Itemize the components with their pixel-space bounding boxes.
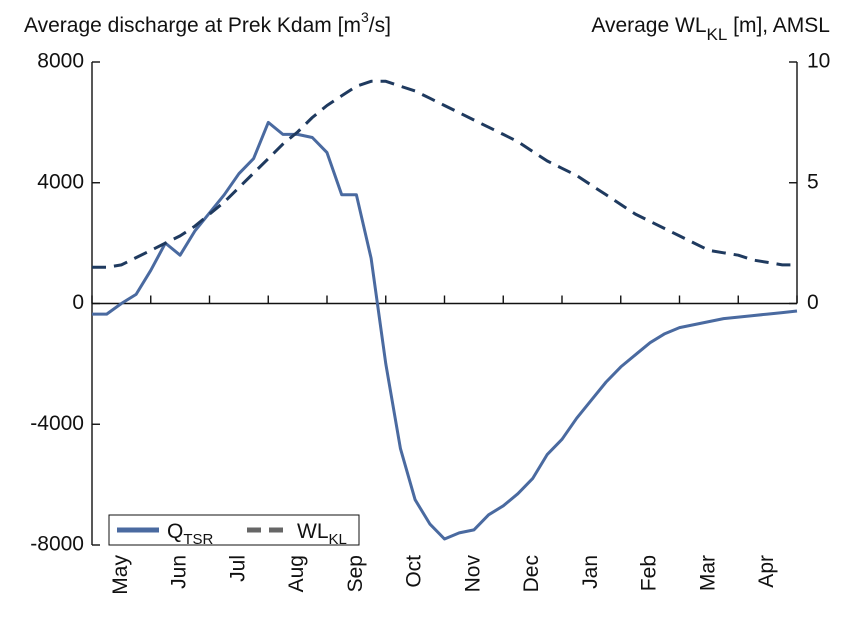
x-tick-label: Nov xyxy=(461,555,484,593)
x-tick-label: Jun xyxy=(168,555,191,589)
x-tick-label: Oct xyxy=(403,555,426,588)
legend-label: WLKL xyxy=(297,520,347,549)
y-tick-label: -8000 xyxy=(30,533,84,556)
legend-label: QTSR xyxy=(167,520,214,549)
legend-subscript: KL xyxy=(329,531,347,548)
x-tick-label: Aug xyxy=(285,555,308,592)
y-tick-label: 4000 xyxy=(37,170,84,193)
x-tick-label: Dec xyxy=(520,555,543,592)
y-tick-label: 0 xyxy=(72,291,84,314)
data-line xyxy=(92,120,798,541)
y2-tick-label: 0 xyxy=(807,291,819,314)
x-tick-label: Jul xyxy=(226,555,249,582)
legend-name: WL xyxy=(297,520,329,543)
data-line xyxy=(92,79,797,269)
label-tail: /s] xyxy=(369,14,391,37)
y-axis-title: Average discharge at Prek Kdam [m3/s] xyxy=(24,9,391,37)
y2-tick-label: 5 xyxy=(807,170,819,193)
label-sub: KL xyxy=(707,25,728,44)
x-tick-label: Feb xyxy=(638,555,661,591)
label-text: Average WL xyxy=(591,14,706,37)
y-tick-label: 8000 xyxy=(37,50,84,73)
x-tick-label: Mar xyxy=(696,555,719,591)
x-tick-label: May xyxy=(109,555,132,595)
y2-tick-label: 10 xyxy=(807,50,830,73)
legend-name: Q xyxy=(167,520,183,543)
x-tick-label: Apr xyxy=(755,555,778,588)
legend-subscript: TSR xyxy=(183,531,213,548)
x-tick-label: Jan xyxy=(579,555,602,589)
label-sup: 3 xyxy=(361,9,369,25)
label-text: Average discharge at Prek Kdam [m xyxy=(24,14,361,37)
x-tick-label: Sep xyxy=(344,555,367,592)
y-tick-label: -4000 xyxy=(30,412,84,435)
y2-axis-title: Average WLKL [m], AMSL xyxy=(591,14,830,44)
label-tail: [m], AMSL xyxy=(727,14,830,37)
